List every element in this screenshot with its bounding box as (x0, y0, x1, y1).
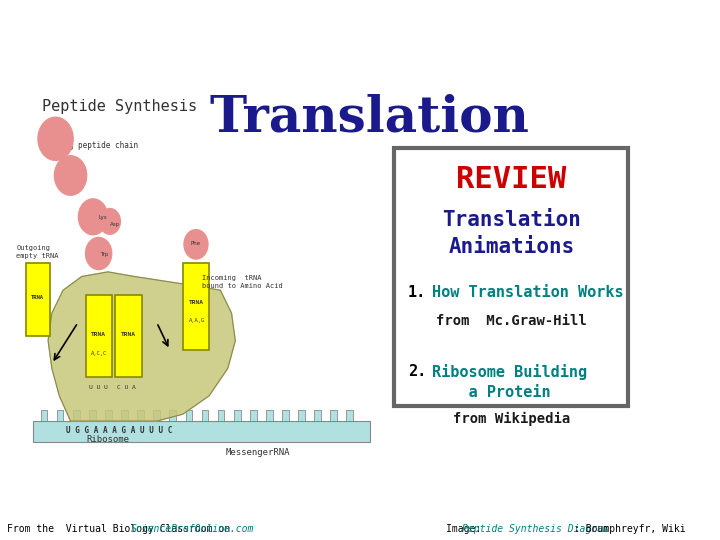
Text: Growing peptide chain: Growing peptide chain (40, 141, 138, 150)
Text: Ribosome: Ribosome (86, 435, 130, 444)
Circle shape (86, 238, 112, 269)
Text: MessengerRNA: MessengerRNA (225, 449, 290, 457)
Bar (330, 409, 337, 421)
Text: Ribosome Building
    a Protein: Ribosome Building a Protein (432, 364, 588, 400)
Text: Translation
Animations: Translation Animations (442, 210, 581, 256)
Text: TRNA: TRNA (121, 332, 136, 337)
Text: Lys: Lys (98, 215, 107, 220)
Bar (73, 409, 79, 421)
Bar (57, 409, 63, 421)
Bar (266, 409, 273, 421)
FancyBboxPatch shape (115, 295, 142, 377)
Bar (169, 409, 176, 421)
FancyBboxPatch shape (33, 421, 370, 442)
Bar (202, 409, 208, 421)
Text: Peptide Synthesis: Peptide Synthesis (42, 99, 197, 114)
Text: Peptide Synthesis Diagram: Peptide Synthesis Diagram (462, 523, 609, 534)
Text: ScienceProfOnline.com: ScienceProfOnline.com (131, 523, 254, 534)
Bar (186, 409, 192, 421)
Bar (40, 409, 48, 421)
Text: TRNA: TRNA (189, 300, 204, 305)
Bar (138, 409, 144, 421)
FancyBboxPatch shape (26, 262, 50, 336)
Text: REVIEW: REVIEW (456, 165, 567, 194)
Bar (282, 409, 289, 421)
Circle shape (184, 230, 208, 259)
Bar (217, 409, 225, 421)
Bar (234, 409, 240, 421)
Text: U U U: U U U (89, 385, 108, 390)
Text: Outgoing
empty tRNA: Outgoing empty tRNA (17, 245, 59, 259)
Text: A,A,G: A,A,G (189, 319, 204, 323)
Bar (315, 409, 321, 421)
Bar (153, 409, 160, 421)
Text: TRNA: TRNA (31, 295, 44, 300)
Text: Trp: Trp (100, 252, 109, 257)
Circle shape (78, 199, 107, 235)
Text: Image:: Image: (446, 523, 487, 534)
Text: from Wikipedia: from Wikipedia (453, 412, 570, 426)
Circle shape (55, 156, 86, 195)
Bar (89, 409, 96, 421)
Text: From the  Virtual Biology Classroom on: From the Virtual Biology Classroom on (7, 523, 236, 534)
Bar (346, 409, 354, 421)
Text: Phe: Phe (191, 241, 201, 246)
Polygon shape (48, 272, 235, 421)
Text: 2.: 2. (408, 364, 426, 379)
Text: C U A: C U A (117, 385, 136, 390)
FancyBboxPatch shape (183, 262, 209, 350)
Bar (298, 409, 305, 421)
Text: 1.: 1. (408, 285, 426, 300)
Bar (121, 409, 128, 421)
Bar (250, 409, 256, 421)
Text: Asp: Asp (110, 222, 120, 227)
FancyBboxPatch shape (86, 295, 112, 377)
Text: How Translation Works: How Translation Works (432, 285, 624, 300)
Circle shape (99, 208, 120, 234)
Text: TRNA: TRNA (91, 332, 106, 337)
Text: Incoming  tRNA
bound to Amino Acid: Incoming tRNA bound to Amino Acid (202, 275, 282, 289)
Text: U G G A A A G A U U U C: U G G A A A G A U U U C (66, 427, 172, 435)
Text: Translation: Translation (209, 94, 529, 143)
Circle shape (38, 117, 73, 160)
Bar (105, 409, 112, 421)
Text: A,C,C: A,C,C (91, 350, 107, 355)
Text: : Boumphreyfr, Wiki: : Boumphreyfr, Wiki (574, 523, 685, 534)
Text: from  Mc.Graw-Hill: from Mc.Graw-Hill (436, 314, 587, 328)
FancyBboxPatch shape (394, 148, 629, 406)
